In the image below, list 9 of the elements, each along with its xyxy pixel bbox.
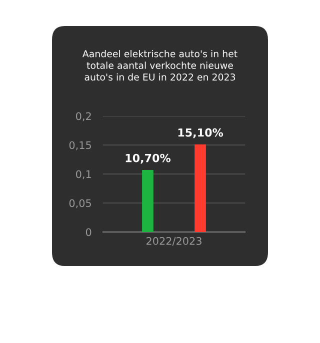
y-tick-label: 0,05 <box>69 199 91 208</box>
y-tick-label: 0,15 <box>69 141 91 150</box>
y-tick-label: 0 <box>86 228 92 236</box>
y-tick-label: 0,1 <box>76 170 91 180</box>
x-tick-label: 2022/2023 <box>146 237 202 246</box>
data-label: 15,10% <box>178 128 224 138</box>
data-label: 10,70% <box>126 154 171 164</box>
y-tick-label: 0,2 <box>76 112 91 122</box>
chart-title: Aandeel elektrische auto's in het totale aantal verkochte nieuwe auto's in de EU in 2022 en 2023 <box>82 50 238 81</box>
